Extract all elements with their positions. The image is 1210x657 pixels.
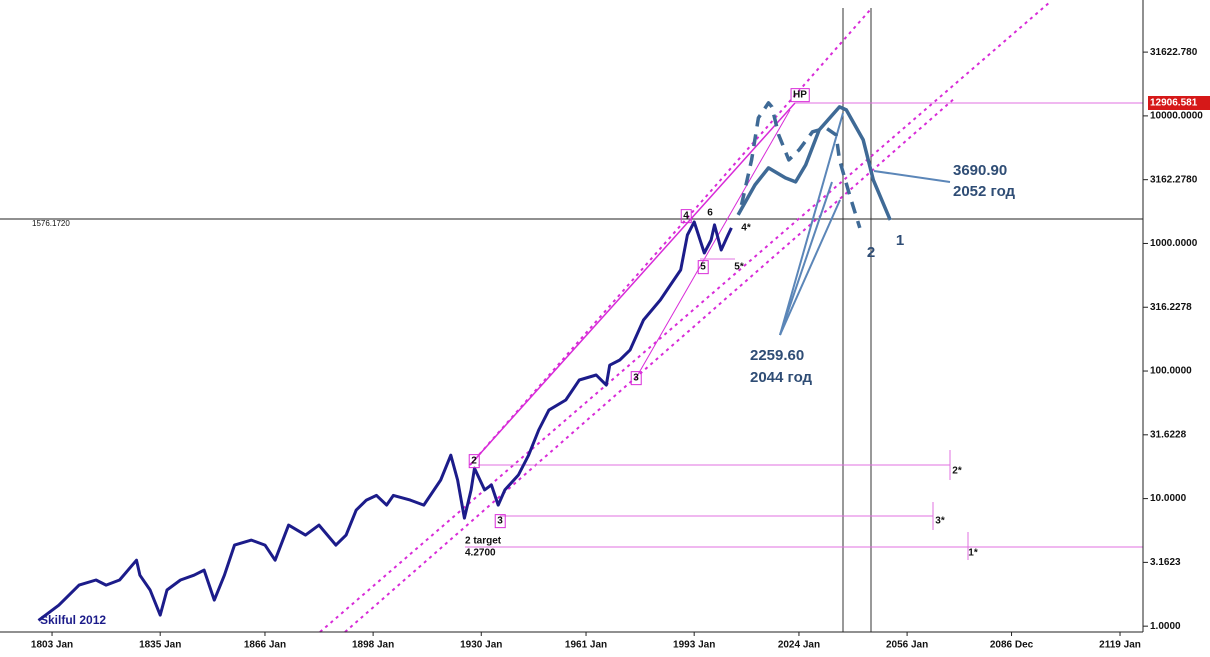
price-label-box [1148, 96, 1210, 110]
y-tick-label: 31622.780 [1150, 47, 1198, 58]
annotation: 3 [497, 516, 503, 527]
annotation: 1576.1720 [32, 219, 70, 228]
annotation: 3* [935, 516, 945, 527]
y-tick-label: 31.6228 [1150, 429, 1187, 440]
annotation-box [494, 514, 506, 529]
annotation-box [697, 260, 709, 275]
x-tick-label: 2056 Jan [886, 640, 928, 651]
annotation-box [680, 209, 692, 224]
annotation-box [790, 88, 810, 103]
arrow [779, 199, 841, 336]
y-tick-label: 10000.0000 [1150, 111, 1203, 122]
y-tick-label: 1.0000 [1150, 621, 1181, 632]
annotation-box [468, 454, 480, 469]
x-tick-label: 1835 Jan [139, 640, 181, 651]
x-tick-label: 1866 Jan [244, 640, 286, 651]
trend-line [469, 9, 871, 466]
y-tick-label: 100.0000 [1150, 366, 1192, 377]
x-tick-label: 1961 Jan [565, 640, 607, 651]
annotation: 5* [734, 262, 744, 273]
x-tick-label: 1803 Jan [31, 640, 73, 651]
arrow [779, 112, 844, 336]
series-line [739, 101, 862, 229]
trend-line [344, 97, 956, 633]
x-tick-label: 2119 Jan [1099, 640, 1141, 651]
annotation: 4 [683, 211, 689, 222]
price-label: 12906.581 [1150, 98, 1198, 109]
y-tick-label: 1000.0000 [1150, 238, 1198, 249]
x-tick-label: 1993 Jan [673, 640, 715, 651]
annotation: 2 target [465, 536, 502, 547]
x-tick-label: 2086 Dec [990, 640, 1034, 651]
annotation: 3 [633, 373, 639, 384]
overlay-lines [0, 0, 1144, 633]
series-line [37, 220, 733, 622]
trend-line [469, 102, 796, 466]
annotation: 2044 год [750, 369, 813, 386]
arrow [873, 170, 951, 183]
y-tick-label: 10.0000 [1150, 493, 1187, 504]
annotation-box [630, 371, 642, 386]
annotation: 4.2700 [465, 548, 496, 559]
arrow [779, 181, 833, 336]
annotation: 1* [968, 548, 978, 559]
x-tick-label: 2024 Jan [778, 640, 820, 651]
trend-line [635, 109, 791, 379]
annotation: 5 [700, 262, 706, 273]
annotation: 1 [896, 232, 904, 249]
annotation: 4* [741, 223, 751, 234]
x-tick-label: 1898 Jan [352, 640, 394, 651]
annotation: 2 [867, 244, 875, 261]
annotation: 2259.60 [750, 347, 804, 364]
annotation: 2* [952, 466, 962, 477]
trend-line [319, 1, 1051, 633]
x-tick-label: 1930 Jan [460, 640, 502, 651]
annotation: Skilful 2012 [40, 613, 106, 627]
annotation: 3690.90 [953, 162, 1007, 179]
annotation: 2052 год [953, 183, 1016, 200]
y-tick-label: 3162.2780 [1150, 174, 1198, 185]
y-tick-label: 3.1623 [1150, 557, 1181, 568]
annotation: 6 [707, 208, 713, 219]
series-line [736, 105, 892, 221]
annotation: HP [793, 90, 807, 101]
y-tick-label: 316.2278 [1150, 302, 1192, 313]
annotation: 2 [471, 456, 477, 467]
